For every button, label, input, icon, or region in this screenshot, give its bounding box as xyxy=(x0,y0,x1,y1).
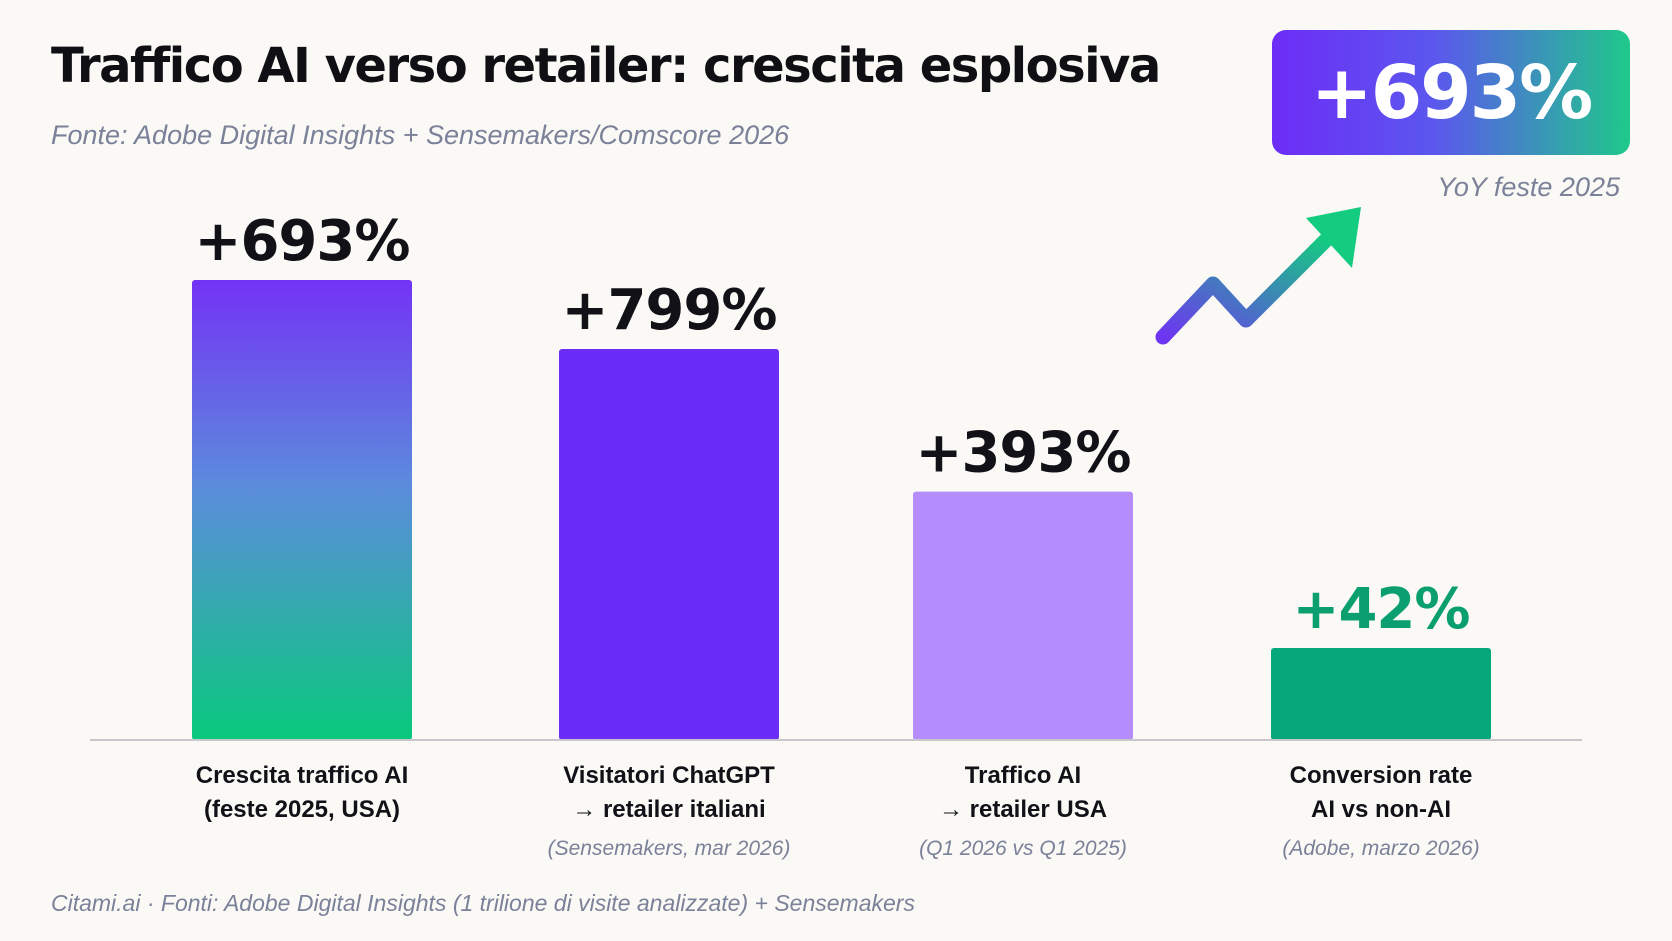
category-label: (feste 2025, USA) xyxy=(204,796,400,823)
category-label: Visitatori ChatGPT xyxy=(563,762,775,789)
category-label: → retailer USA xyxy=(939,796,1107,823)
trend-up-arrow-icon xyxy=(1155,207,1361,345)
category-label: Traffico AI xyxy=(965,762,1081,789)
bar-2 xyxy=(559,349,779,740)
kpi-value: +693% xyxy=(1310,49,1594,136)
data-label: +42% xyxy=(1293,577,1470,642)
kpi-badge: +693% xyxy=(1272,30,1630,155)
data-label: +693% xyxy=(195,209,410,274)
page-title: Traffico AI verso retailer: crescita esp… xyxy=(51,38,1161,94)
data-label: +393% xyxy=(916,421,1131,486)
footer-source: Citami.ai · Fonti: Adobe Digital Insight… xyxy=(51,890,915,916)
category-label: Conversion rate xyxy=(1290,762,1473,789)
data-label: +799% xyxy=(562,278,777,343)
category-label: → retailer italiani xyxy=(572,796,765,823)
bar-4 xyxy=(1271,648,1491,740)
category-note: (Adobe, marzo 2026) xyxy=(1282,837,1479,860)
category-label: Crescita traffico AI xyxy=(196,762,409,789)
category-note: (Sensemakers, mar 2026) xyxy=(548,837,791,860)
category-label: AI vs non-AI xyxy=(1311,796,1451,823)
source-subtitle: Fonte: Adobe Digital Insights + Sensemak… xyxy=(51,120,790,150)
bar-3 xyxy=(913,491,1133,740)
category-note: (Q1 2026 vs Q1 2025) xyxy=(919,837,1127,860)
kpi-caption: YoY feste 2025 xyxy=(1437,172,1620,202)
bar-1 xyxy=(192,280,412,740)
